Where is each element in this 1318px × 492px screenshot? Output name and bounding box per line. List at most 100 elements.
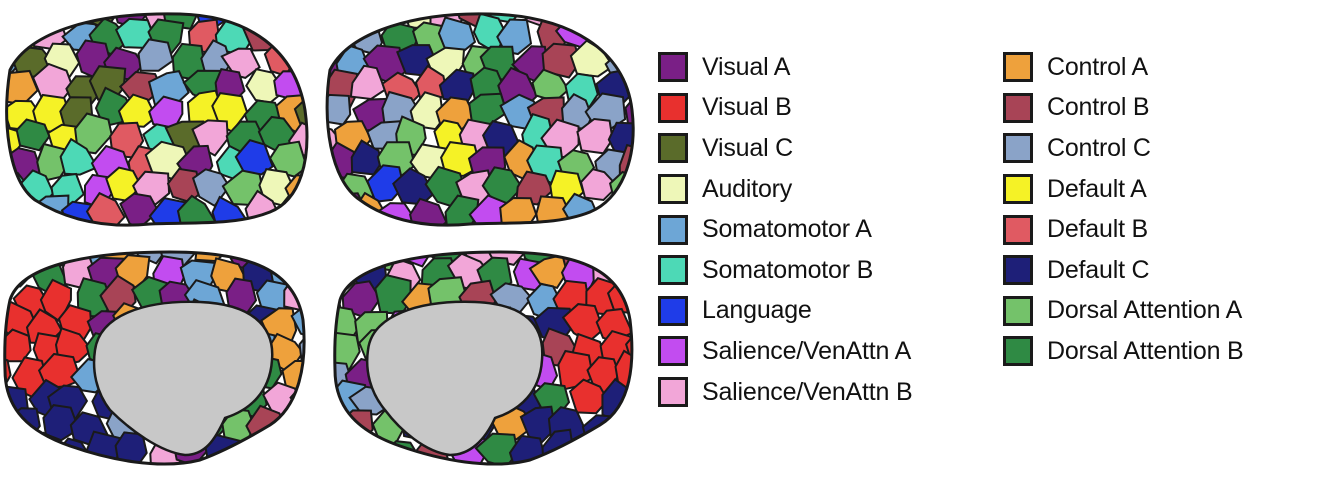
parcel-region: [59, 137, 99, 176]
legend-swatch: [1003, 92, 1033, 123]
parcel-region: [409, 197, 448, 226]
legend-label: Language: [702, 296, 812, 325]
legend-swatch: [658, 255, 688, 286]
legend-swatch: [658, 174, 688, 205]
parcel-region: [274, 18, 307, 53]
parcel-region: [541, 42, 582, 79]
legend-item-visual-c: Visual C: [658, 128, 912, 169]
parcel-region: [599, 13, 634, 29]
right-lateral-outline: [325, 12, 635, 227]
legend-label: Visual A: [702, 52, 791, 81]
parcel-region: [440, 141, 482, 178]
legend-item-control-c: Control C: [1003, 128, 1244, 169]
legend-swatch: [658, 214, 688, 245]
legend-item-visual-b: Visual B: [658, 88, 912, 129]
legend-swatch: [658, 133, 688, 164]
legend-label: Control B: [1047, 93, 1150, 122]
parcel-region: [569, 13, 606, 26]
legend-item-control-a: Control A: [1003, 47, 1244, 88]
parcel-region: [16, 13, 53, 32]
legend-item-salience-venattn-a: Salience/VenAttn A: [658, 331, 912, 372]
legend-item-control-b: Control B: [1003, 88, 1244, 129]
left-medial-wall: [92, 300, 274, 457]
legend-label: Default B: [1047, 215, 1149, 244]
parcel-region: [630, 380, 632, 422]
parcel-region: [137, 38, 175, 72]
parcel-region: [624, 21, 634, 55]
legend-label: Somatomotor B: [702, 255, 874, 284]
parcel-region: [119, 192, 160, 226]
legend-label: Control C: [1047, 133, 1151, 162]
legend-swatch: [1003, 336, 1033, 367]
legend-label: Dorsal Attention B: [1047, 336, 1244, 365]
parcel-region: [624, 93, 634, 129]
parcel-region: [211, 195, 248, 226]
parcel-region: [334, 279, 342, 318]
parcel-region: [220, 47, 261, 79]
parcel-region: [327, 13, 342, 31]
legend-item-dorsal-attention-a: Dorsal Attention A: [1003, 291, 1244, 332]
legend-item-somatomotor-a: Somatomotor A: [658, 209, 912, 250]
brain-surface-maps: [3, 12, 635, 466]
parcel-region: [625, 433, 632, 465]
parcel-region: [474, 432, 519, 465]
parcel-region: [374, 273, 412, 315]
parcel-region: [579, 167, 619, 202]
parcel-region: [584, 252, 617, 266]
right-lateral-brain-view: [327, 13, 634, 226]
legend-label: Salience/VenAttn B: [702, 377, 913, 406]
legend-item-auditory: Auditory: [658, 169, 912, 210]
legend-swatch: [1003, 133, 1033, 164]
parcel-region: [44, 13, 91, 25]
parcel-region: [366, 164, 405, 203]
parcel-region: [338, 409, 374, 442]
legend-swatch: [1003, 255, 1033, 286]
legend-swatch: [658, 295, 688, 326]
parcel-region: [250, 13, 287, 29]
legend-label: Default A: [1047, 174, 1147, 203]
parcel-region: [283, 252, 305, 275]
legend-item-language: Language: [658, 291, 912, 332]
parcel-region: [499, 196, 538, 226]
parcel-region: [8, 252, 52, 272]
legend-swatch: [1003, 174, 1033, 205]
parcel-region: [303, 194, 307, 226]
legend-label: Control A: [1047, 52, 1149, 81]
parcel-region: [334, 411, 346, 444]
left-lateral-outline: [5, 12, 309, 227]
legend-label: Visual B: [702, 93, 792, 122]
parcel-region: [6, 192, 34, 226]
parcel-region: [334, 438, 364, 465]
legend-swatch: [658, 377, 688, 408]
right-medial-outline: [333, 250, 634, 466]
legend-label: Default C: [1047, 255, 1150, 284]
parcel-region: [601, 430, 632, 465]
legend-swatch: [658, 52, 688, 83]
parcel-region: [278, 13, 307, 25]
parcel-region: [42, 404, 80, 442]
parcel-region: [4, 354, 12, 396]
parcel-region: [302, 15, 307, 53]
legend-swatch: [658, 336, 688, 367]
legend-column-right: Control A Control B Control C Default A Defa…: [1003, 47, 1244, 372]
legend-label: Visual C: [702, 133, 794, 162]
parcel-region: [117, 93, 158, 128]
legend-item-dorsal-attention-b: Dorsal Attention B: [1003, 331, 1244, 372]
parcel-region: [6, 13, 23, 30]
parcel-region: [15, 118, 51, 152]
legend-item-somatomotor-b: Somatomotor B: [658, 250, 912, 291]
parcel-region: [234, 139, 274, 176]
parcel-region: [568, 378, 610, 415]
parcel-region: [4, 407, 41, 443]
right-medial-wall: [365, 300, 544, 457]
parcel-region: [334, 331, 361, 371]
parcel-region: [610, 252, 632, 267]
parcel-region: [496, 18, 533, 56]
parcel-region: [294, 253, 305, 291]
parcel-region: [4, 405, 16, 450]
parcel-region: [74, 112, 113, 155]
parcel-region: [228, 13, 265, 23]
legend-item-default-a: Default A: [1003, 169, 1244, 210]
parcel-region: [298, 329, 305, 368]
parcel-region: [85, 191, 126, 226]
